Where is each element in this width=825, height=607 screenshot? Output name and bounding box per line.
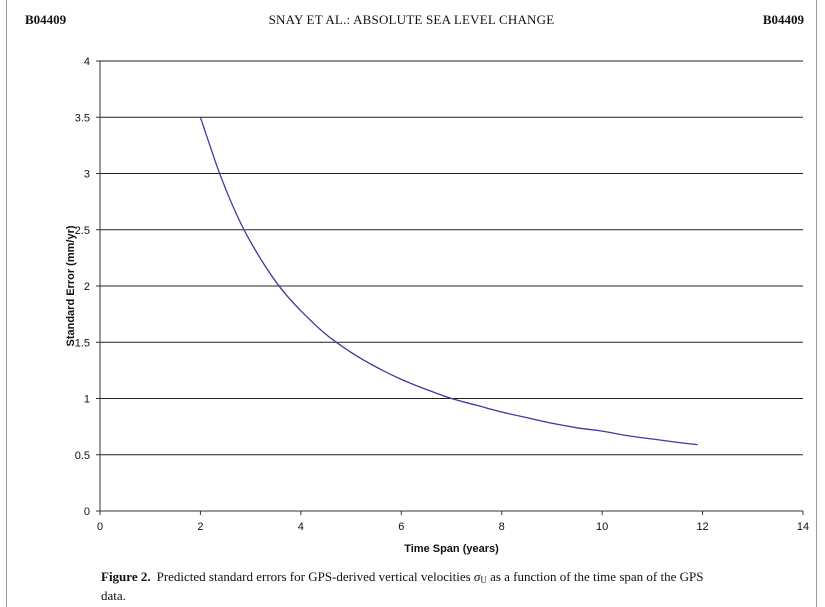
axes xyxy=(96,60,804,515)
article-id-right: B04409 xyxy=(762,12,804,27)
x-tick-label-3: 6 xyxy=(398,521,404,533)
series-line xyxy=(199,117,698,446)
figure-caption: Figure 2. Predicted standard errors for G… xyxy=(101,569,721,604)
x-tick-label-2: 4 xyxy=(298,521,304,533)
x-axis-label: Time Span (years) xyxy=(404,543,499,555)
y-tick-label-0: 0 xyxy=(84,506,90,518)
y-tick-label-6: 3 xyxy=(84,169,90,181)
y-tick-label-7: 3.5 xyxy=(75,112,90,124)
x-tick-label-6: 12 xyxy=(696,521,708,533)
y-tick-label-4: 2 xyxy=(84,281,90,293)
caption-text-after: as a function of the time span of the GP… xyxy=(101,569,704,603)
y-tick-label-3: 1.5 xyxy=(75,337,90,349)
x-tick-labels: 0 2 4 6 8 10 12 14 xyxy=(97,521,809,533)
y-tick-label-8: 4 xyxy=(84,56,90,68)
y-tick-label-1: 0.5 xyxy=(75,450,90,462)
caption-text-before: Predicted standard errors for GPS-derive… xyxy=(156,569,474,584)
standard-error-chart: 0 0.5 1 1.5 2 2.5 3 3.5 4 0 2 4 6 8 10 12 14 Standard E… xyxy=(65,56,809,555)
running-head: B04409 SNAY ET AL.: ABSOLUTE SEA LEVEL C… xyxy=(7,12,816,32)
x-tick-label-0: 0 xyxy=(97,521,103,533)
figure-label: Figure 2. xyxy=(101,569,151,584)
running-title: SNAY ET AL.: ABSOLUTE SEA LEVEL CHANGE xyxy=(268,12,555,27)
y-tick-labels: 0 0.5 1 1.5 2 2.5 3 3.5 4 xyxy=(75,56,90,518)
caption-symbol: σ xyxy=(473,569,481,584)
x-tick-label-1: 2 xyxy=(197,521,203,533)
article-id-left: B04409 xyxy=(25,12,67,27)
x-tick-label-5: 10 xyxy=(596,521,608,533)
y-tick-label-5: 2.5 xyxy=(75,225,90,237)
x-tick-label-4: 8 xyxy=(499,521,505,533)
y-axis-label: Standard Error (mm/yr) xyxy=(65,225,77,346)
y-tick-label-2: 1 xyxy=(84,394,90,406)
caption-symbol-subscript: U xyxy=(480,575,487,585)
grid-lines xyxy=(100,60,803,456)
paper-page: B04409 SNAY ET AL.: ABSOLUTE SEA LEVEL C… xyxy=(6,0,817,607)
x-tick-label-7: 14 xyxy=(797,521,809,533)
